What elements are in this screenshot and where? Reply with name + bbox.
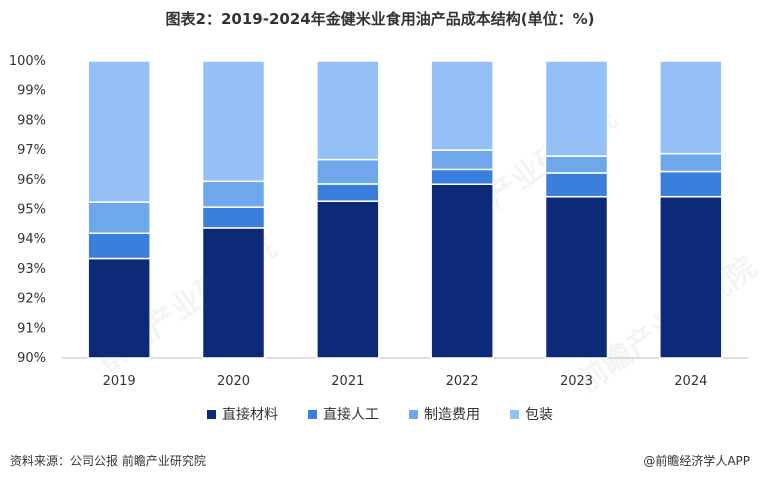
y-tick-label: 96% (17, 173, 46, 188)
legend-item: 直接材料 (207, 404, 278, 424)
bar-segment (201, 180, 266, 208)
stacked-bar-chart: 90%91%92%93%94%95%96%97%98%99%100% 2019 2… (9, 54, 748, 389)
y-tick-label: 94% (17, 232, 46, 247)
y-tick-label: 98% (17, 113, 46, 128)
x-tick-label: 2020 (217, 374, 250, 389)
bar-segment (430, 183, 494, 359)
y-tick-label: 100% (9, 54, 46, 69)
legend-item: 制造费用 (409, 404, 480, 424)
y-tick-label: 93% (17, 262, 46, 277)
bar-segment (316, 158, 380, 185)
y-tick-label: 99% (17, 84, 46, 99)
y-tick-label: 92% (17, 292, 46, 307)
legend-label: 直接材料 (222, 407, 278, 423)
bar-segment (201, 227, 266, 359)
bar-segment (430, 60, 494, 151)
bar-segment (430, 168, 494, 186)
x-tick-label: 2024 (674, 374, 707, 389)
x-tick-label: 2023 (560, 374, 593, 389)
bar-segment (659, 195, 723, 359)
legend-label: 包装 (525, 407, 553, 423)
y-tick-label: 90% (17, 351, 46, 366)
bar-segment (544, 60, 609, 157)
brand-label: @前瞻经济学人APP (643, 454, 750, 468)
legend-swatch (510, 409, 519, 419)
x-tick-label: 2022 (446, 374, 479, 389)
legend-swatch (207, 409, 216, 419)
y-tick-label: 95% (17, 203, 46, 218)
legend-swatch (409, 409, 418, 419)
bar-segment (430, 149, 494, 171)
bar-segment (87, 60, 151, 203)
bar-segment (659, 152, 723, 173)
chart-title: 图表2：2019-2024年金健米业食用油产品成本结构(单位：%) (165, 10, 595, 28)
legend-swatch (308, 409, 317, 419)
legend-item: 包装 (510, 404, 553, 424)
bar-segment (201, 206, 266, 229)
legend: 直接材料 直接人工 制造费用 包装 (0, 404, 760, 424)
bar-segment (544, 195, 609, 359)
legend-label: 制造费用 (424, 407, 480, 423)
legend-item: 直接人工 (308, 404, 379, 424)
x-tick-label: 2019 (103, 374, 136, 389)
x-axis: 2019 2020 2021 2022 2023 2024 (103, 374, 708, 389)
bars (87, 60, 723, 359)
bar-segment (87, 257, 151, 359)
legend-label: 直接人工 (323, 407, 379, 423)
source-note: 资料来源：公司公报 前瞻产业研究院 (10, 454, 206, 468)
bar-segment (544, 155, 609, 174)
y-tick-label: 91% (17, 321, 46, 336)
bar-segment (87, 232, 151, 260)
bar-segment (201, 60, 266, 183)
bar-segment (316, 183, 380, 202)
bar-segment (659, 60, 723, 155)
bar-segment (544, 172, 609, 198)
y-tick-label: 97% (17, 143, 46, 158)
x-tick-label: 2021 (331, 374, 364, 389)
bar-segment (316, 60, 380, 161)
y-axis: 90% 91% 92% 93% 94% 95% 96% 97% 98% 99% 100% (9, 54, 748, 366)
bar-segment (87, 201, 151, 235)
bar-segment (316, 200, 380, 359)
bar-segment (659, 170, 723, 198)
